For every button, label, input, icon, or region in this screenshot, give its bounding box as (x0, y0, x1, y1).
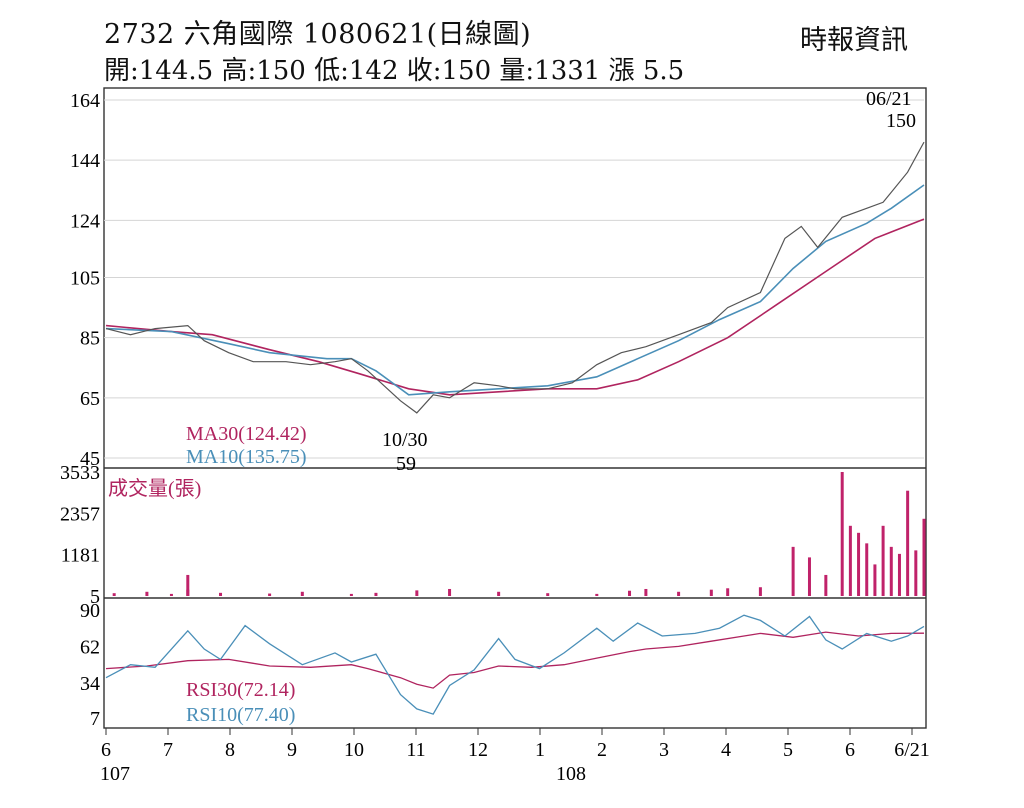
volume-bar (889, 546, 893, 596)
rsi-y-tick: 7 (90, 708, 100, 730)
x-tick-label: 10 (344, 739, 364, 761)
rsi-line-1 (105, 614, 925, 715)
volume-bar (873, 564, 877, 596)
x-axis-ticks: 6 7 8 9 10 11 12 1 2 3 4 5 6 6/21 (101, 728, 930, 761)
ma30-legend: MA30(124.42) (186, 423, 307, 445)
volume-bar (546, 593, 550, 596)
price-y-tick: 85 (80, 328, 100, 350)
price-y-tick: 164 (70, 90, 100, 112)
x-tick-label: 6/21 (894, 739, 930, 761)
volume-bar (840, 472, 844, 596)
volume-bar (848, 525, 852, 596)
volume-bar (349, 593, 353, 596)
volume-bar (922, 518, 926, 596)
chart-title: 2732 六角國際 1080621(日線圖) (104, 19, 532, 50)
x-tick-label: 4 (721, 739, 731, 761)
rsi-series (105, 614, 925, 715)
volume-bar (497, 591, 501, 596)
volume-bars (112, 472, 926, 596)
volume-bar (268, 593, 272, 596)
volume-title: 成交量(張) (108, 477, 201, 500)
price-line-2 (105, 141, 925, 414)
volume-bar (374, 592, 378, 596)
volume-y-tick: 3533 (60, 462, 100, 484)
price-series (105, 141, 925, 414)
price-y-tick: 105 (70, 267, 100, 289)
x-tick-label: 5 (783, 739, 793, 761)
high-date-label: 06/21 (866, 88, 912, 110)
volume-bar (112, 593, 116, 596)
year-label-108: 108 (556, 763, 586, 785)
x-tick-label: 8 (225, 739, 235, 761)
volume-bar (791, 546, 795, 596)
volume-bar (448, 588, 452, 596)
x-tick-label: 6 (845, 739, 855, 761)
high-value-label: 150 (886, 110, 916, 132)
volume-bar (709, 589, 713, 596)
volume-bar (914, 550, 918, 596)
volume-bar (726, 588, 730, 596)
low-value-label: 59 (396, 453, 416, 475)
x-tick-label: 1 (535, 739, 545, 761)
x-tick-label: 2 (597, 739, 607, 761)
price-y-tick: 144 (70, 150, 100, 172)
source-label: 時報資訊 (800, 25, 908, 56)
volume-bar (758, 587, 762, 596)
volume-bar (906, 490, 910, 596)
volume-bar (807, 557, 811, 596)
volume-bar (644, 588, 648, 596)
volume-bar (595, 593, 599, 596)
x-tick-label: 9 (287, 739, 297, 761)
volume-bar (219, 592, 223, 596)
volume-bar (145, 591, 149, 596)
price-gridlines (104, 99, 924, 459)
volume-bar (415, 590, 419, 596)
volume-bar (186, 574, 190, 596)
rsi-y-tick: 62 (80, 636, 100, 658)
x-tick-label: 12 (468, 739, 488, 761)
volume-bar (300, 591, 304, 596)
volume-bar (824, 574, 828, 596)
volume-bar (881, 525, 885, 596)
price-y-tick: 45 (80, 448, 100, 470)
rsi10-legend: RSI10(77.40) (186, 704, 295, 726)
volume-bar (169, 593, 173, 596)
x-tick-label: 7 (163, 739, 173, 761)
volume-bar (677, 591, 681, 596)
price-y-tick: 65 (80, 388, 100, 410)
x-tick-label: 11 (406, 739, 425, 761)
volume-bar (865, 543, 869, 596)
rsi-y-tick: 90 (80, 600, 100, 622)
price-line-0 (105, 218, 925, 396)
volume-y-tick: 2357 (60, 503, 100, 525)
price-y-tick: 124 (70, 210, 100, 232)
chart-frame (103, 87, 927, 729)
rsi-y-tick: 34 (80, 673, 100, 695)
ohlc-summary: 開:144.5 高:150 低:142 收:150 量:1331 漲 5.5 (104, 56, 685, 86)
volume-y-tick: 1181 (61, 545, 100, 567)
x-tick-label: 3 (659, 739, 669, 761)
year-label-107: 107 (100, 763, 130, 785)
rsi30-legend: RSI30(72.14) (186, 679, 295, 701)
volume-bar (897, 553, 901, 596)
rsi-line-0 (105, 631, 925, 689)
volume-y-tick: 5 (90, 586, 100, 608)
x-tick-label: 6 (101, 739, 111, 761)
ma10-legend: MA10(135.75) (186, 446, 307, 468)
low-date-label: 10/30 (382, 429, 428, 451)
volume-bar (628, 590, 632, 596)
volume-bar (857, 532, 861, 596)
price-line-1 (105, 184, 925, 396)
